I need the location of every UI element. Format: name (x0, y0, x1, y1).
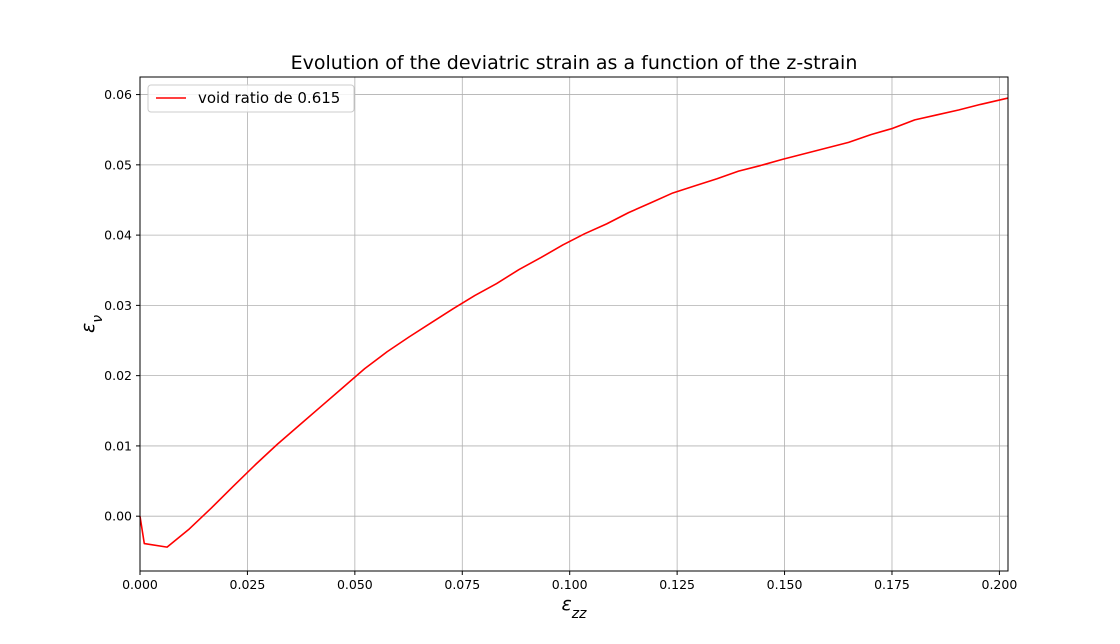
series-layer (139, 97, 1009, 548)
x-tick-label: 0.175 (874, 577, 910, 592)
x-axis-label: εzz (562, 593, 588, 622)
x-tick-label: 0.025 (230, 577, 266, 592)
y-tick-label: 0.01 (104, 438, 132, 453)
x-tick-label: 0.050 (337, 577, 373, 592)
x-axis-label-subscript: zz (571, 606, 587, 622)
plot-frame (139, 76, 1009, 572)
grid (139, 77, 1008, 571)
ticks: 0.000 0.025 0.050 0.075 0.100 0.125 0.150 0.175… (104, 87, 1017, 592)
x-tick-label: 0.125 (659, 577, 695, 592)
legend-label: void ratio de 0.615 (198, 89, 340, 107)
y-tick-label: 0.03 (104, 298, 132, 313)
y-tick-label: 0.00 (104, 509, 132, 524)
series-line (139, 97, 1009, 548)
y-axis-label-symbol: ε (77, 323, 99, 333)
y-axis-label-subscript: ν (90, 315, 106, 323)
y-tick-label: 0.02 (104, 368, 132, 383)
y-tick-label: 0.04 (104, 228, 132, 243)
legend: void ratio de 0.615 (147, 84, 355, 113)
y-axis-label-group: εν (77, 315, 106, 333)
x-tick-label: 0.150 (767, 577, 803, 592)
x-tick-label: 0.000 (122, 577, 158, 592)
y-tick-label: 0.06 (104, 87, 132, 102)
chart-title: Evolution of the deviatric strain as a f… (291, 52, 858, 74)
x-tick-label: 0.200 (982, 577, 1018, 592)
legend-box (147, 84, 355, 113)
y-tick-label: 0.05 (104, 157, 132, 172)
x-axis-label-symbol: ε (562, 593, 572, 615)
x-tick-label: 0.100 (552, 577, 588, 592)
x-tick-label: 0.075 (444, 577, 480, 592)
y-axis-label: εν (77, 315, 106, 333)
